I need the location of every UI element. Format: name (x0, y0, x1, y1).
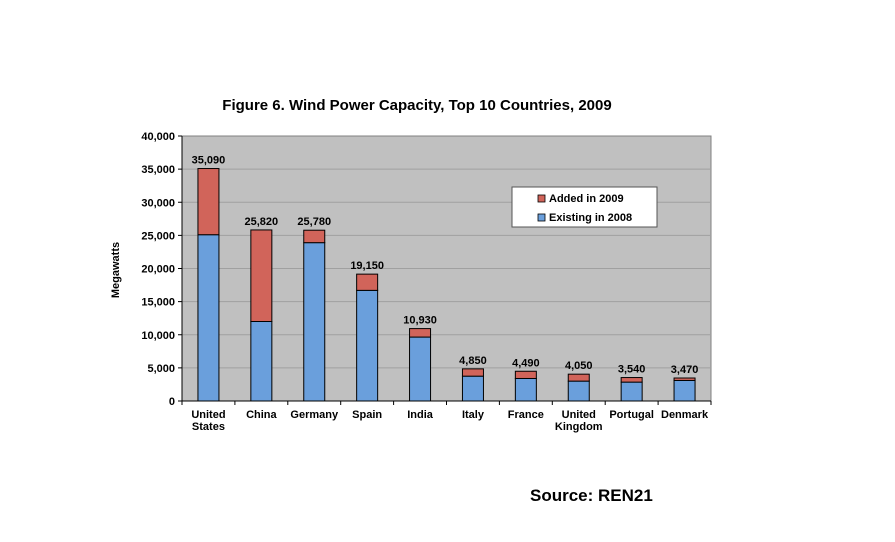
data-label: 3,540 (618, 364, 646, 376)
data-label: 19,150 (350, 260, 384, 272)
y-axis-label: Megawatts (110, 242, 122, 298)
legend: Added in 2009 Existing in 2008 (511, 186, 658, 228)
bar-added (620, 377, 643, 383)
y-tick-label: 25,000 (141, 230, 175, 242)
x-tick-label: China (246, 409, 277, 421)
y-tick-label: 35,000 (141, 164, 175, 176)
bar-existing (303, 242, 326, 402)
bar-existing (409, 336, 432, 402)
x-tick-label: United (562, 409, 596, 421)
bar-added (197, 168, 220, 236)
x-tick-label: Germany (290, 409, 339, 421)
data-labels: 35,090 25,820 25,780 19,150 10,930 4,850 4,490… (192, 155, 699, 376)
legend-swatch-existing (537, 213, 546, 222)
bar-existing (197, 234, 220, 402)
x-tick-label: Kingdom (555, 421, 603, 433)
y-tick-label: 5,000 (147, 363, 175, 375)
bar-existing (514, 377, 537, 402)
y-tick-label: 10,000 (141, 330, 175, 342)
bar-existing (356, 289, 379, 402)
data-label: 25,820 (245, 216, 279, 228)
data-label: 3,470 (671, 364, 699, 376)
data-label: 4,850 (459, 355, 487, 367)
bar-added (567, 373, 590, 382)
y-tick-label: 40,000 (141, 131, 175, 143)
bar-added (356, 273, 379, 291)
bar-added (461, 368, 484, 377)
bars (197, 168, 696, 402)
bar-added (409, 328, 432, 338)
chart-title: Figure 6. Wind Power Capacity, Top 10 Co… (222, 97, 611, 114)
source-note: Source: REN21 (530, 486, 653, 505)
bar-added (250, 229, 273, 323)
bar-existing (250, 321, 273, 402)
bar-existing (567, 380, 590, 402)
data-label: 10,930 (403, 315, 437, 327)
data-label: 25,780 (297, 216, 331, 228)
bar-added (514, 370, 537, 379)
y-tick-label: 0 (169, 396, 175, 408)
legend-label-existing: Existing in 2008 (549, 212, 632, 224)
x-tick-label: Spain (352, 409, 382, 421)
bar-existing (673, 379, 696, 402)
data-label: 35,090 (192, 155, 226, 167)
x-tick-label: Italy (462, 409, 485, 421)
data-label: 4,490 (512, 357, 540, 369)
y-tick-label: 30,000 (141, 197, 175, 209)
legend-swatch-added (537, 194, 546, 203)
x-tick-label: United (191, 409, 225, 421)
x-tick-label: States (192, 421, 225, 433)
bar-existing (461, 375, 484, 402)
x-tick-label: France (508, 409, 544, 421)
bar-added (303, 229, 326, 244)
legend-label-added: Added in 2009 (549, 193, 624, 205)
x-tick-label: Denmark (661, 409, 709, 421)
bar-added (673, 377, 696, 381)
bar-existing (620, 381, 643, 402)
y-tick-label: 20,000 (141, 264, 175, 276)
x-tick-label: India (407, 409, 434, 421)
data-label: 4,050 (565, 360, 593, 372)
x-tick-label: Portugal (609, 409, 654, 421)
legend-box (511, 186, 658, 228)
y-axis: 0 5,000 10,000 15,000 20,000 25,000 30,000 35,0… (141, 131, 183, 408)
y-tick-label: 15,000 (141, 297, 175, 309)
